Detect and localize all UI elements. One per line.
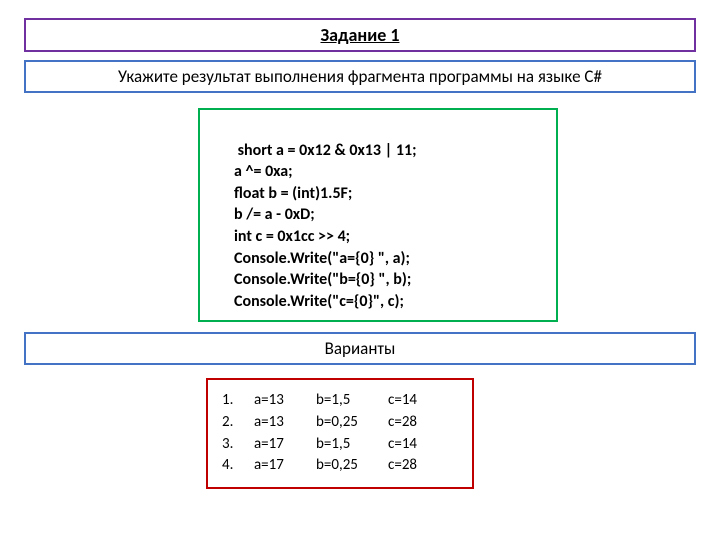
code-line: int c = 0x1cc >> 4; — [234, 227, 350, 246]
answer-b: b=1,5 — [316, 390, 374, 412]
answer-b: b=0,25 — [316, 412, 374, 434]
answer-c: c=14 — [388, 434, 436, 456]
answer-num: 1. — [222, 390, 240, 412]
answer-a: a=13 — [254, 412, 302, 434]
code-box: short a = 0x12 & 0x13 | 11; a ^= 0xa; fl… — [198, 108, 558, 322]
code-line: short a = 0x12 & 0x13 | 11; — [234, 141, 416, 160]
answer-a: a=17 — [254, 434, 302, 456]
answer-row: 1. a=13 b=1,5 c=14 — [222, 390, 458, 412]
title-text: Задание 1 — [320, 24, 399, 46]
answers-box: 1. a=13 b=1,5 c=14 2. a=13 b=0,25 c=28 3… — [206, 378, 474, 489]
answer-row: 2. a=13 b=0,25 c=28 — [222, 412, 458, 434]
title-box: Задание 1 — [24, 18, 696, 52]
code-line: a ^= 0xa; — [234, 162, 293, 181]
code-line: b /= a - 0xD; — [234, 205, 315, 224]
answer-b: b=1,5 — [316, 434, 374, 456]
answer-row: 4. a=17 b=0,25 c=28 — [222, 455, 458, 477]
answer-a: a=17 — [254, 455, 302, 477]
code-line: Console.Write("b={0} ", b); — [234, 270, 411, 289]
variants-label-text: Варианты — [325, 338, 396, 359]
code-line: float b = (int)1.5F; — [234, 184, 352, 203]
answer-b: b=0,25 — [316, 455, 374, 477]
answer-num: 3. — [222, 434, 240, 456]
prompt-text: Укажите результат выполнения фрагмента п… — [118, 66, 602, 87]
answer-a: a=13 — [254, 390, 302, 412]
code-line: Console.Write("a={0} ", a); — [234, 249, 410, 268]
prompt-box: Укажите результат выполнения фрагмента п… — [24, 60, 696, 93]
answer-c: c=14 — [388, 390, 436, 412]
answer-row: 3. a=17 b=1,5 c=14 — [222, 434, 458, 456]
code-line: Console.Write("c={0}", c); — [234, 292, 404, 311]
answer-num: 2. — [222, 412, 240, 434]
variants-label-box: Варианты — [24, 332, 696, 365]
answer-c: c=28 — [388, 455, 436, 477]
answer-c: c=28 — [388, 412, 436, 434]
answer-num: 4. — [222, 455, 240, 477]
